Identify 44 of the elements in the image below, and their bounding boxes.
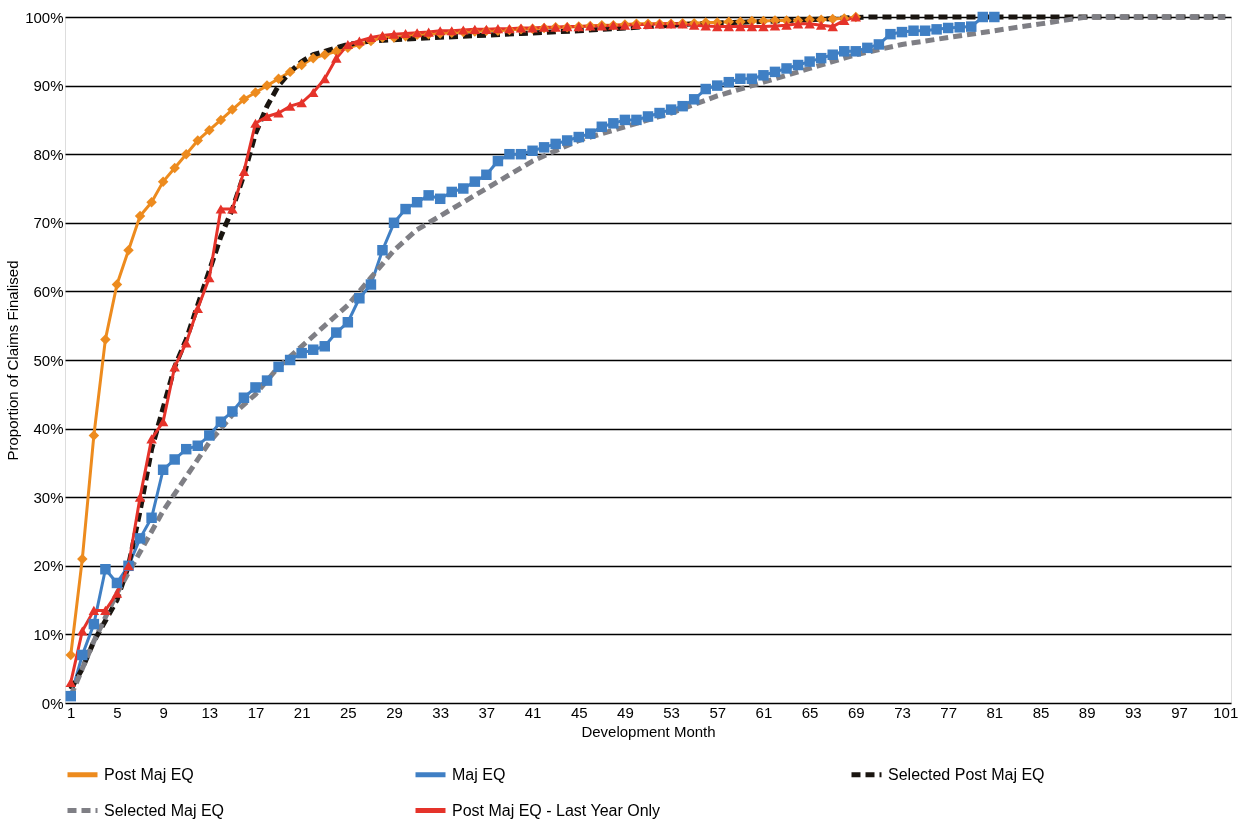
x-tick-label: 29 — [386, 703, 403, 721]
legend-label: Selected Maj EQ — [104, 801, 225, 819]
x-tick-label: 1 — [67, 703, 76, 721]
y-tick-label: 90% — [33, 77, 64, 95]
legend-label: Selected Post Maj EQ — [888, 765, 1045, 783]
x-tick-label: 13 — [201, 703, 219, 721]
y-tick-label: 10% — [33, 625, 64, 643]
x-tick-label: 5 — [113, 703, 122, 721]
legend-label: Maj EQ — [452, 765, 506, 783]
x-tick-label: 37 — [478, 703, 496, 721]
x-tick-label: 65 — [801, 703, 819, 721]
x-tick-label: 9 — [159, 703, 168, 721]
y-tick-label: 100% — [25, 8, 64, 26]
y-tick-label: 30% — [33, 488, 64, 506]
x-axis-title: Development Month — [581, 722, 716, 740]
x-tick-label: 33 — [432, 703, 450, 721]
x-tick-label: 21 — [293, 703, 311, 721]
x-tick-label: 81 — [986, 703, 1004, 721]
x-tick-label: 93 — [1125, 703, 1142, 721]
x-tick-label: 41 — [524, 703, 542, 721]
x-tick-label: 73 — [894, 703, 911, 721]
x-tick-label: 57 — [709, 703, 727, 721]
x-tick-label: 53 — [663, 703, 680, 721]
x-tick-label: 61 — [755, 703, 773, 721]
x-tick-label: 85 — [1032, 703, 1050, 721]
y-axis-title: Proportion of Claims Finalised — [4, 260, 22, 461]
y-tick-label: 40% — [33, 420, 64, 438]
y-tick-label: 20% — [33, 557, 64, 575]
x-tick-label: 45 — [570, 703, 588, 721]
x-tick-label: 69 — [847, 703, 865, 721]
y-tick-label: 0% — [41, 694, 64, 712]
y-tick-label: 80% — [33, 145, 64, 163]
y-tick-label: 70% — [33, 214, 64, 232]
y-tick-label: 60% — [33, 282, 64, 300]
x-tick-label: 77 — [940, 703, 957, 721]
y-tick-label: 50% — [33, 351, 64, 369]
x-tick-label: 101 — [1213, 703, 1239, 721]
x-tick-label: 25 — [340, 703, 357, 721]
x-tick-label: 89 — [1078, 703, 1096, 721]
legend-label: Post Maj EQ - Last Year Only — [452, 801, 661, 819]
x-tick-label: 17 — [247, 703, 265, 721]
legend-label: Post Maj EQ — [104, 765, 194, 783]
x-tick-label: 49 — [617, 703, 634, 721]
x-tick-label: 97 — [1171, 703, 1188, 721]
